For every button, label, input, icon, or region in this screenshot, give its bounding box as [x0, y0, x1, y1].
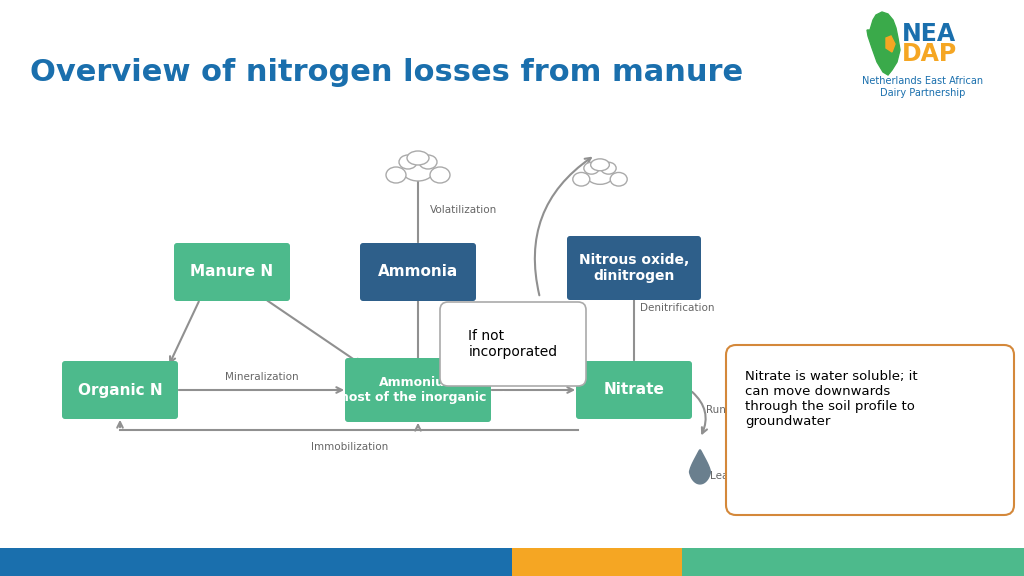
Ellipse shape: [610, 172, 627, 186]
Text: DAP: DAP: [902, 42, 957, 66]
Text: Ammonia: Ammonia: [378, 264, 458, 279]
FancyBboxPatch shape: [567, 236, 701, 300]
FancyBboxPatch shape: [360, 243, 476, 301]
Text: Nitrate: Nitrate: [603, 382, 665, 397]
Ellipse shape: [572, 172, 590, 186]
Ellipse shape: [402, 159, 434, 181]
Bar: [682, 548, 1024, 576]
Text: If not
incorporated: If not incorporated: [468, 329, 557, 359]
FancyBboxPatch shape: [440, 302, 586, 386]
Ellipse shape: [386, 167, 406, 183]
FancyBboxPatch shape: [726, 345, 1014, 515]
Ellipse shape: [407, 151, 429, 165]
Ellipse shape: [587, 166, 613, 184]
Polygon shape: [867, 12, 900, 75]
Ellipse shape: [591, 159, 609, 170]
Ellipse shape: [419, 155, 437, 169]
Text: Volatilization: Volatilization: [430, 205, 498, 215]
Text: Immobilization: Immobilization: [311, 442, 389, 452]
Ellipse shape: [584, 162, 599, 174]
FancyBboxPatch shape: [575, 361, 692, 419]
FancyBboxPatch shape: [345, 358, 490, 422]
Ellipse shape: [601, 162, 616, 174]
Text: Overview of nitrogen losses from manure: Overview of nitrogen losses from manure: [30, 58, 743, 87]
Text: Organic N: Organic N: [78, 382, 163, 397]
Text: Ammonium
(most of the inorganic N): Ammonium (most of the inorganic N): [330, 376, 507, 404]
Text: Nitrous oxide,
dinitrogen: Nitrous oxide, dinitrogen: [579, 253, 689, 283]
FancyBboxPatch shape: [62, 361, 178, 419]
Text: Manure N: Manure N: [190, 264, 273, 279]
Text: Leaching: Leaching: [710, 471, 757, 481]
FancyBboxPatch shape: [174, 243, 290, 301]
Text: Mineralization: Mineralization: [225, 372, 299, 382]
Text: Nitrate is water soluble; it
can move downwards
through the soil profile to
grou: Nitrate is water soluble; it can move do…: [745, 370, 918, 428]
Text: Denitrification: Denitrification: [640, 303, 715, 313]
Bar: [0, 548, 512, 576]
Ellipse shape: [430, 167, 450, 183]
Bar: [512, 548, 682, 576]
Text: NEA: NEA: [902, 22, 956, 46]
Ellipse shape: [399, 155, 417, 169]
Polygon shape: [689, 450, 711, 484]
Text: Run-off: Run-off: [706, 405, 743, 415]
Text: Nitrification: Nitrification: [503, 372, 563, 382]
Text: Netherlands East African
Dairy Partnership: Netherlands East African Dairy Partnersh…: [862, 76, 983, 97]
Polygon shape: [886, 36, 895, 52]
